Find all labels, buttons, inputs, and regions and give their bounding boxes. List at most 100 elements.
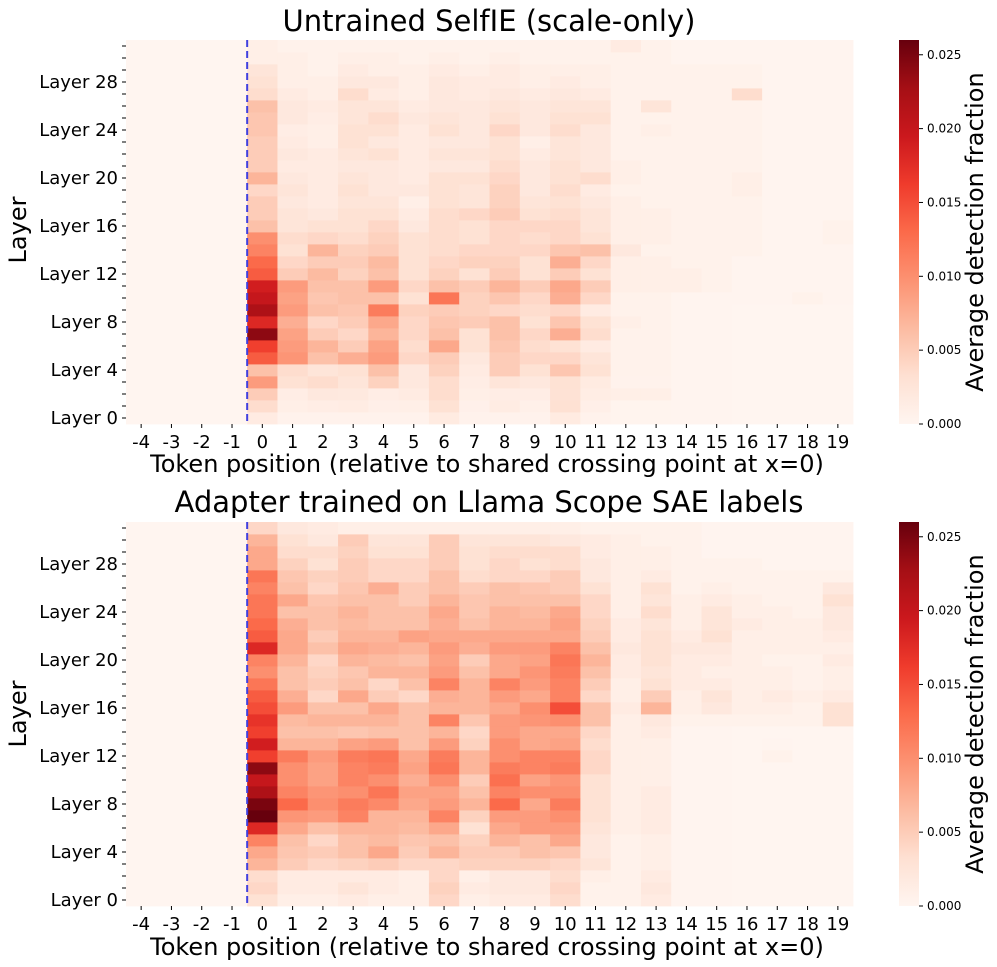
heatmap-cell bbox=[610, 232, 642, 245]
heatmap-cell bbox=[762, 292, 793, 305]
heatmap-cell bbox=[792, 618, 824, 631]
heatmap-cell bbox=[186, 522, 218, 535]
heatmap-cell bbox=[216, 738, 248, 751]
heatmap-cell bbox=[368, 522, 400, 535]
heatmap-cell bbox=[186, 762, 218, 775]
heatmap-cell bbox=[186, 882, 218, 895]
heatmap-cell bbox=[671, 870, 702, 883]
heatmap-cell bbox=[762, 352, 793, 365]
heatmap-cell bbox=[701, 148, 733, 161]
heatmap-cell bbox=[156, 666, 187, 679]
heatmap-cell bbox=[489, 714, 521, 727]
heatmap-cell bbox=[610, 738, 642, 751]
x-tick-label: 2 bbox=[317, 914, 328, 935]
heatmap-cell bbox=[247, 822, 278, 835]
heatmap-cell bbox=[126, 702, 157, 715]
heatmap-cell bbox=[216, 546, 248, 559]
heatmap-cell bbox=[731, 304, 763, 317]
heatmap-cell bbox=[610, 280, 642, 293]
heatmap-cell bbox=[428, 678, 460, 691]
heatmap-cell bbox=[610, 64, 642, 77]
heatmap-cell bbox=[640, 280, 672, 293]
heatmap-cell bbox=[792, 894, 824, 907]
heatmap-cell bbox=[156, 822, 187, 835]
heatmap-cell bbox=[338, 774, 369, 787]
heatmap-cell bbox=[186, 184, 218, 197]
heatmap-cell bbox=[731, 148, 763, 161]
heatmap-cell bbox=[368, 534, 400, 547]
heatmap-cell bbox=[277, 750, 309, 763]
heatmap-cell bbox=[338, 762, 369, 775]
heatmap-cell bbox=[762, 328, 793, 341]
heatmap-cell bbox=[640, 256, 672, 269]
heatmap-cell bbox=[216, 340, 248, 353]
heatmap-cell bbox=[338, 642, 369, 655]
heatmap-cell bbox=[701, 870, 733, 883]
heatmap-cell bbox=[610, 124, 642, 137]
heatmap-cell bbox=[338, 64, 369, 77]
heatmap-cell bbox=[216, 834, 248, 847]
heatmap-cell bbox=[459, 834, 490, 847]
heatmap-cell bbox=[822, 76, 854, 89]
heatmap-cell bbox=[519, 400, 551, 413]
heatmap-cell bbox=[489, 76, 521, 89]
heatmap-cell bbox=[126, 690, 157, 703]
heatmap-cell bbox=[640, 268, 672, 281]
heatmap-cell bbox=[398, 618, 430, 631]
heatmap-cell bbox=[277, 316, 309, 329]
heatmap-cell bbox=[701, 666, 733, 679]
heatmap-cell bbox=[338, 726, 369, 739]
heatmap-cell bbox=[489, 280, 521, 293]
heatmap-cell bbox=[338, 208, 369, 221]
heatmap-cell bbox=[247, 172, 278, 185]
heatmap-cell bbox=[519, 582, 551, 595]
heatmap-cell bbox=[247, 618, 278, 631]
heatmap-cell bbox=[792, 714, 824, 727]
heatmap-cell bbox=[186, 208, 218, 221]
heatmap-cell bbox=[247, 160, 278, 173]
heatmap-cell bbox=[216, 894, 248, 907]
heatmap-cell bbox=[640, 136, 672, 149]
heatmap-cell bbox=[186, 750, 218, 763]
heatmap-cell bbox=[398, 786, 430, 799]
heatmap-cell bbox=[398, 738, 430, 751]
heatmap-cell bbox=[459, 546, 490, 559]
heatmap-cell bbox=[792, 172, 824, 185]
heatmap-cell bbox=[519, 630, 551, 643]
heatmap-cell bbox=[216, 40, 248, 53]
x-tick-label: -1 bbox=[223, 432, 241, 453]
heatmap-cell bbox=[640, 858, 672, 871]
heatmap-cell bbox=[610, 546, 642, 559]
heatmap-cell bbox=[307, 232, 339, 245]
heatmap-cell bbox=[822, 570, 854, 583]
heatmap-cell bbox=[610, 678, 642, 691]
heatmap-cell bbox=[307, 702, 339, 715]
heatmap-cell bbox=[186, 654, 218, 667]
heatmap-cell bbox=[731, 546, 763, 559]
heatmap-cell bbox=[519, 64, 551, 77]
heatmap-cell bbox=[459, 340, 490, 353]
heatmap-cell bbox=[368, 208, 400, 221]
heatmap-cell bbox=[550, 52, 581, 65]
heatmap-cell bbox=[368, 136, 400, 149]
heatmap-cell bbox=[126, 714, 157, 727]
heatmap-cell bbox=[247, 208, 278, 221]
heatmap-cell bbox=[519, 136, 551, 149]
heatmap-cell bbox=[126, 786, 157, 799]
heatmap-cell bbox=[186, 388, 218, 401]
heatmap-cell bbox=[731, 400, 763, 413]
heatmap-cell bbox=[338, 148, 369, 161]
heatmap-cell bbox=[368, 810, 400, 823]
heatmap-cell bbox=[519, 534, 551, 547]
heatmap-cell bbox=[701, 894, 733, 907]
heatmap-cell bbox=[186, 786, 218, 799]
heatmap-cell bbox=[580, 642, 612, 655]
heatmap-cell bbox=[338, 328, 369, 341]
heatmap-cell bbox=[762, 172, 793, 185]
heatmap-cell bbox=[398, 582, 430, 595]
heatmap-cell bbox=[307, 834, 339, 847]
heatmap-cell bbox=[610, 630, 642, 643]
heatmap-cell bbox=[762, 870, 793, 883]
heatmap-cell bbox=[671, 280, 702, 293]
heatmap-cell bbox=[156, 136, 187, 149]
